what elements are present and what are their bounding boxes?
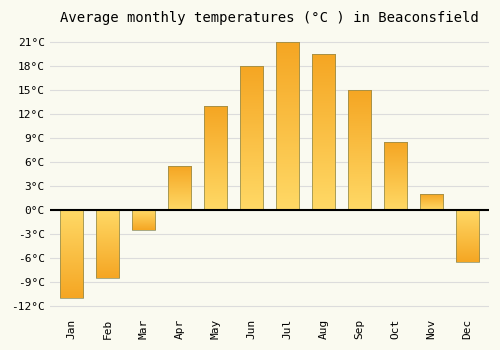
Bar	[420, 194, 443, 210]
Bar	[168, 166, 191, 210]
Bar	[132, 210, 155, 230]
Bar	[312, 54, 335, 210]
Bar	[96, 210, 119, 278]
Bar	[60, 210, 83, 298]
Title: Average monthly temperatures (°C ) in Beaconsfield: Average monthly temperatures (°C ) in Be…	[60, 11, 478, 25]
Bar	[276, 42, 299, 210]
Bar	[204, 106, 227, 210]
Bar	[240, 66, 263, 210]
Bar	[384, 142, 407, 210]
Bar	[456, 210, 479, 262]
Bar	[348, 90, 371, 210]
